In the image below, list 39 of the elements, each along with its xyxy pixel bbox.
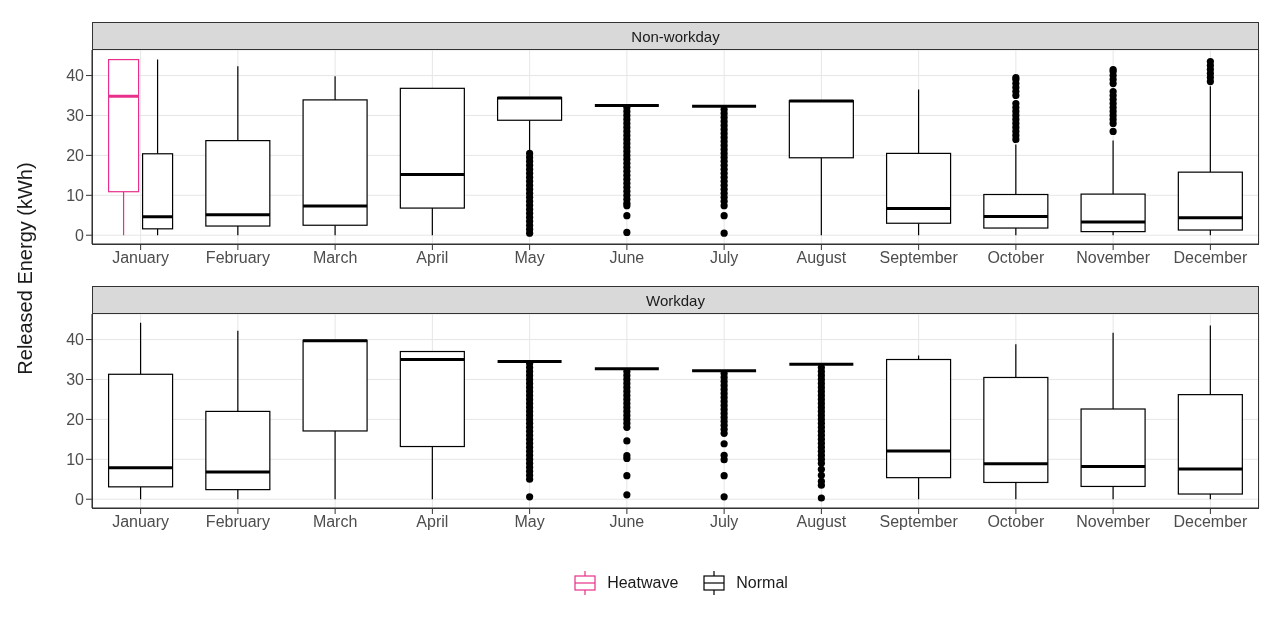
x-tick-label: March <box>312 249 358 267</box>
x-tick-label: November <box>1076 249 1151 267</box>
x-tick-label: August <box>796 513 847 531</box>
x-tick-label: January <box>112 513 170 531</box>
legend-label: Heatwave <box>607 574 679 592</box>
x-tick-label: January <box>112 249 170 267</box>
x-tick-label: September <box>879 513 959 531</box>
x-tick-label: October <box>987 249 1045 267</box>
x-tick-label: March <box>312 513 358 531</box>
x-tick-label: April <box>416 513 449 531</box>
y-tick-label: 10 <box>66 450 85 468</box>
x-tick-label: September <box>879 249 959 267</box>
x-tick-label: October <box>987 513 1045 531</box>
y-tick-label: 10 <box>66 186 85 204</box>
x-tick-label: June <box>609 513 645 531</box>
y-tick-label: 20 <box>66 411 85 429</box>
y-tick-label: 40 <box>66 67 85 85</box>
x-tick-label: November <box>1076 513 1151 531</box>
x-tick-label: April <box>416 249 449 267</box>
x-tick-label: June <box>609 249 645 267</box>
x-tick-label: December <box>1173 513 1248 531</box>
x-tick-label: February <box>205 249 270 267</box>
legend-label: Normal <box>736 574 788 592</box>
x-tick-label: August <box>796 249 847 267</box>
x-tick-label: May <box>514 249 545 267</box>
y-tick-label: 40 <box>66 331 85 349</box>
chart-title: Non-workday <box>631 28 720 45</box>
y-tick-label: 0 <box>75 226 85 244</box>
y-tick-label: 30 <box>66 371 85 389</box>
y-tick-label: 30 <box>66 107 85 125</box>
x-tick-label: July <box>709 513 739 531</box>
chart-title: Workday <box>646 292 705 309</box>
x-tick-label: December <box>1173 249 1248 267</box>
y-axis-title: Released Energy (kWh) <box>13 161 37 375</box>
x-tick-label: May <box>514 513 545 531</box>
y-tick-label: 0 <box>75 490 85 508</box>
x-tick-label: July <box>709 249 739 267</box>
y-tick-label: 20 <box>66 147 85 165</box>
x-tick-label: February <box>205 513 270 531</box>
